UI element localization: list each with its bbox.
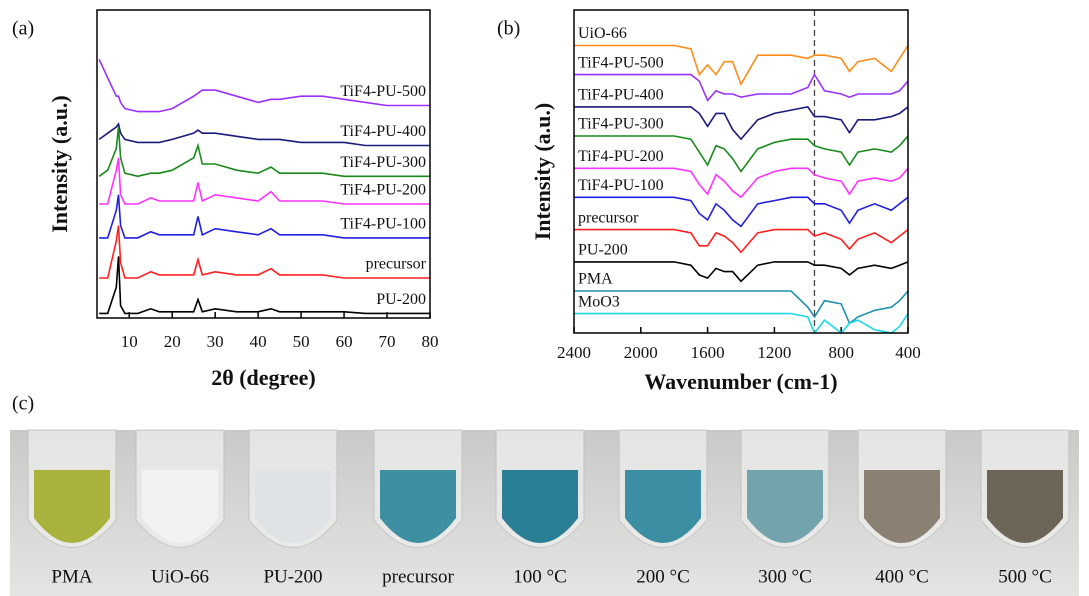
x-tick-label: 60 xyxy=(336,332,353,351)
series-label: TiF4-PU-200 xyxy=(340,182,426,199)
series-label: TiF4-PU-300 xyxy=(578,116,664,133)
spectrum-line xyxy=(99,256,430,315)
series-label: PMA xyxy=(578,271,613,288)
panel-label: (a) xyxy=(12,18,34,40)
series-label: TiF4-PU-100 xyxy=(578,177,664,194)
tube-content xyxy=(502,470,578,543)
tube-content xyxy=(625,470,701,543)
spectrum-line xyxy=(574,167,909,199)
spectrum-line xyxy=(574,312,909,335)
x-tick-label: 1200 xyxy=(757,343,791,362)
tube-content xyxy=(987,470,1063,543)
x-axis-label: 2θ (degree) xyxy=(211,365,316,390)
sample-label: 100 °C xyxy=(513,566,567,587)
series-label: MoO3 xyxy=(578,293,620,310)
plot-frame xyxy=(573,9,909,334)
spectrum-line xyxy=(574,290,909,325)
x-tick-label: 10 xyxy=(121,332,138,351)
x-tick-label: 20 xyxy=(164,332,181,351)
series-label: TiF4-PU-500 xyxy=(578,54,664,71)
series-label: precursor xyxy=(578,209,639,226)
x-axis-label: Wavenumber (cm-1) xyxy=(644,369,837,394)
x-tick-label: 1600 xyxy=(691,343,725,362)
tube-content xyxy=(142,470,218,543)
plot-frame xyxy=(96,9,431,319)
tubes: PMA UiO-66 PU-200 precursor 100 °C 200 °C 300 … xyxy=(27,429,1070,587)
tube-content xyxy=(34,470,110,543)
series-label: precursor xyxy=(366,256,427,273)
tube-content xyxy=(747,470,823,543)
x-tick-label: 50 xyxy=(293,332,310,351)
y-axis-label: Intensity (a.u.) xyxy=(530,103,555,241)
x-tick-label: 2400 xyxy=(557,343,591,362)
series-label: PU-200 xyxy=(376,291,426,308)
x-tick-label: 80 xyxy=(422,332,439,351)
spectrum-line xyxy=(574,106,909,141)
x-tick-label: 70 xyxy=(379,332,396,351)
y-axis-label: Intensity (a.u.) xyxy=(47,95,72,233)
x-tick-label: 400 xyxy=(895,343,921,362)
tube-content xyxy=(380,470,456,543)
x-tick-label: 30 xyxy=(207,332,224,351)
spectrum-line xyxy=(99,157,430,205)
sample-label: UiO-66 xyxy=(151,566,209,587)
tube-content xyxy=(255,470,331,543)
sample-label: 500 °C xyxy=(998,566,1052,587)
series-label: TiF4-PU-500 xyxy=(340,83,426,100)
series-label: PU-200 xyxy=(578,242,628,259)
x-tick-label: 2000 xyxy=(624,343,658,362)
spectrum-line xyxy=(98,126,430,178)
spectrum-line xyxy=(98,122,430,147)
sample-label: precursor xyxy=(382,566,454,587)
series-label: TiF4-PU-400 xyxy=(578,87,664,104)
spectrum-line xyxy=(574,44,909,87)
sample-label: PMA xyxy=(51,566,92,587)
spectrum-line xyxy=(574,135,909,173)
panel-label: (c) xyxy=(12,393,34,415)
sample-label: PU-200 xyxy=(263,566,322,587)
tube-content xyxy=(864,470,940,543)
spectrum-line xyxy=(574,72,909,102)
panel-label: (b) xyxy=(497,18,520,40)
spectrum-line xyxy=(98,58,430,113)
sample-label: 400 °C xyxy=(875,566,929,587)
sample-label: 200 °C xyxy=(636,566,690,587)
x-tick-label: 800 xyxy=(828,343,854,362)
series-label: TiF4-PU-100 xyxy=(340,216,426,233)
spectrum-line xyxy=(574,228,909,254)
x-tick-label: 40 xyxy=(250,332,267,351)
spectrum-line xyxy=(574,261,909,283)
series-label: UiO-66 xyxy=(578,25,627,42)
spectrum-line xyxy=(99,194,430,239)
spectrum-line xyxy=(99,225,430,279)
sample-label: 300 °C xyxy=(758,566,812,587)
series-label: TiF4-PU-300 xyxy=(340,154,426,171)
spectrum-line xyxy=(574,196,909,228)
series-label: TiF4-PU-200 xyxy=(578,148,664,165)
series-label: TiF4-PU-400 xyxy=(340,123,426,140)
